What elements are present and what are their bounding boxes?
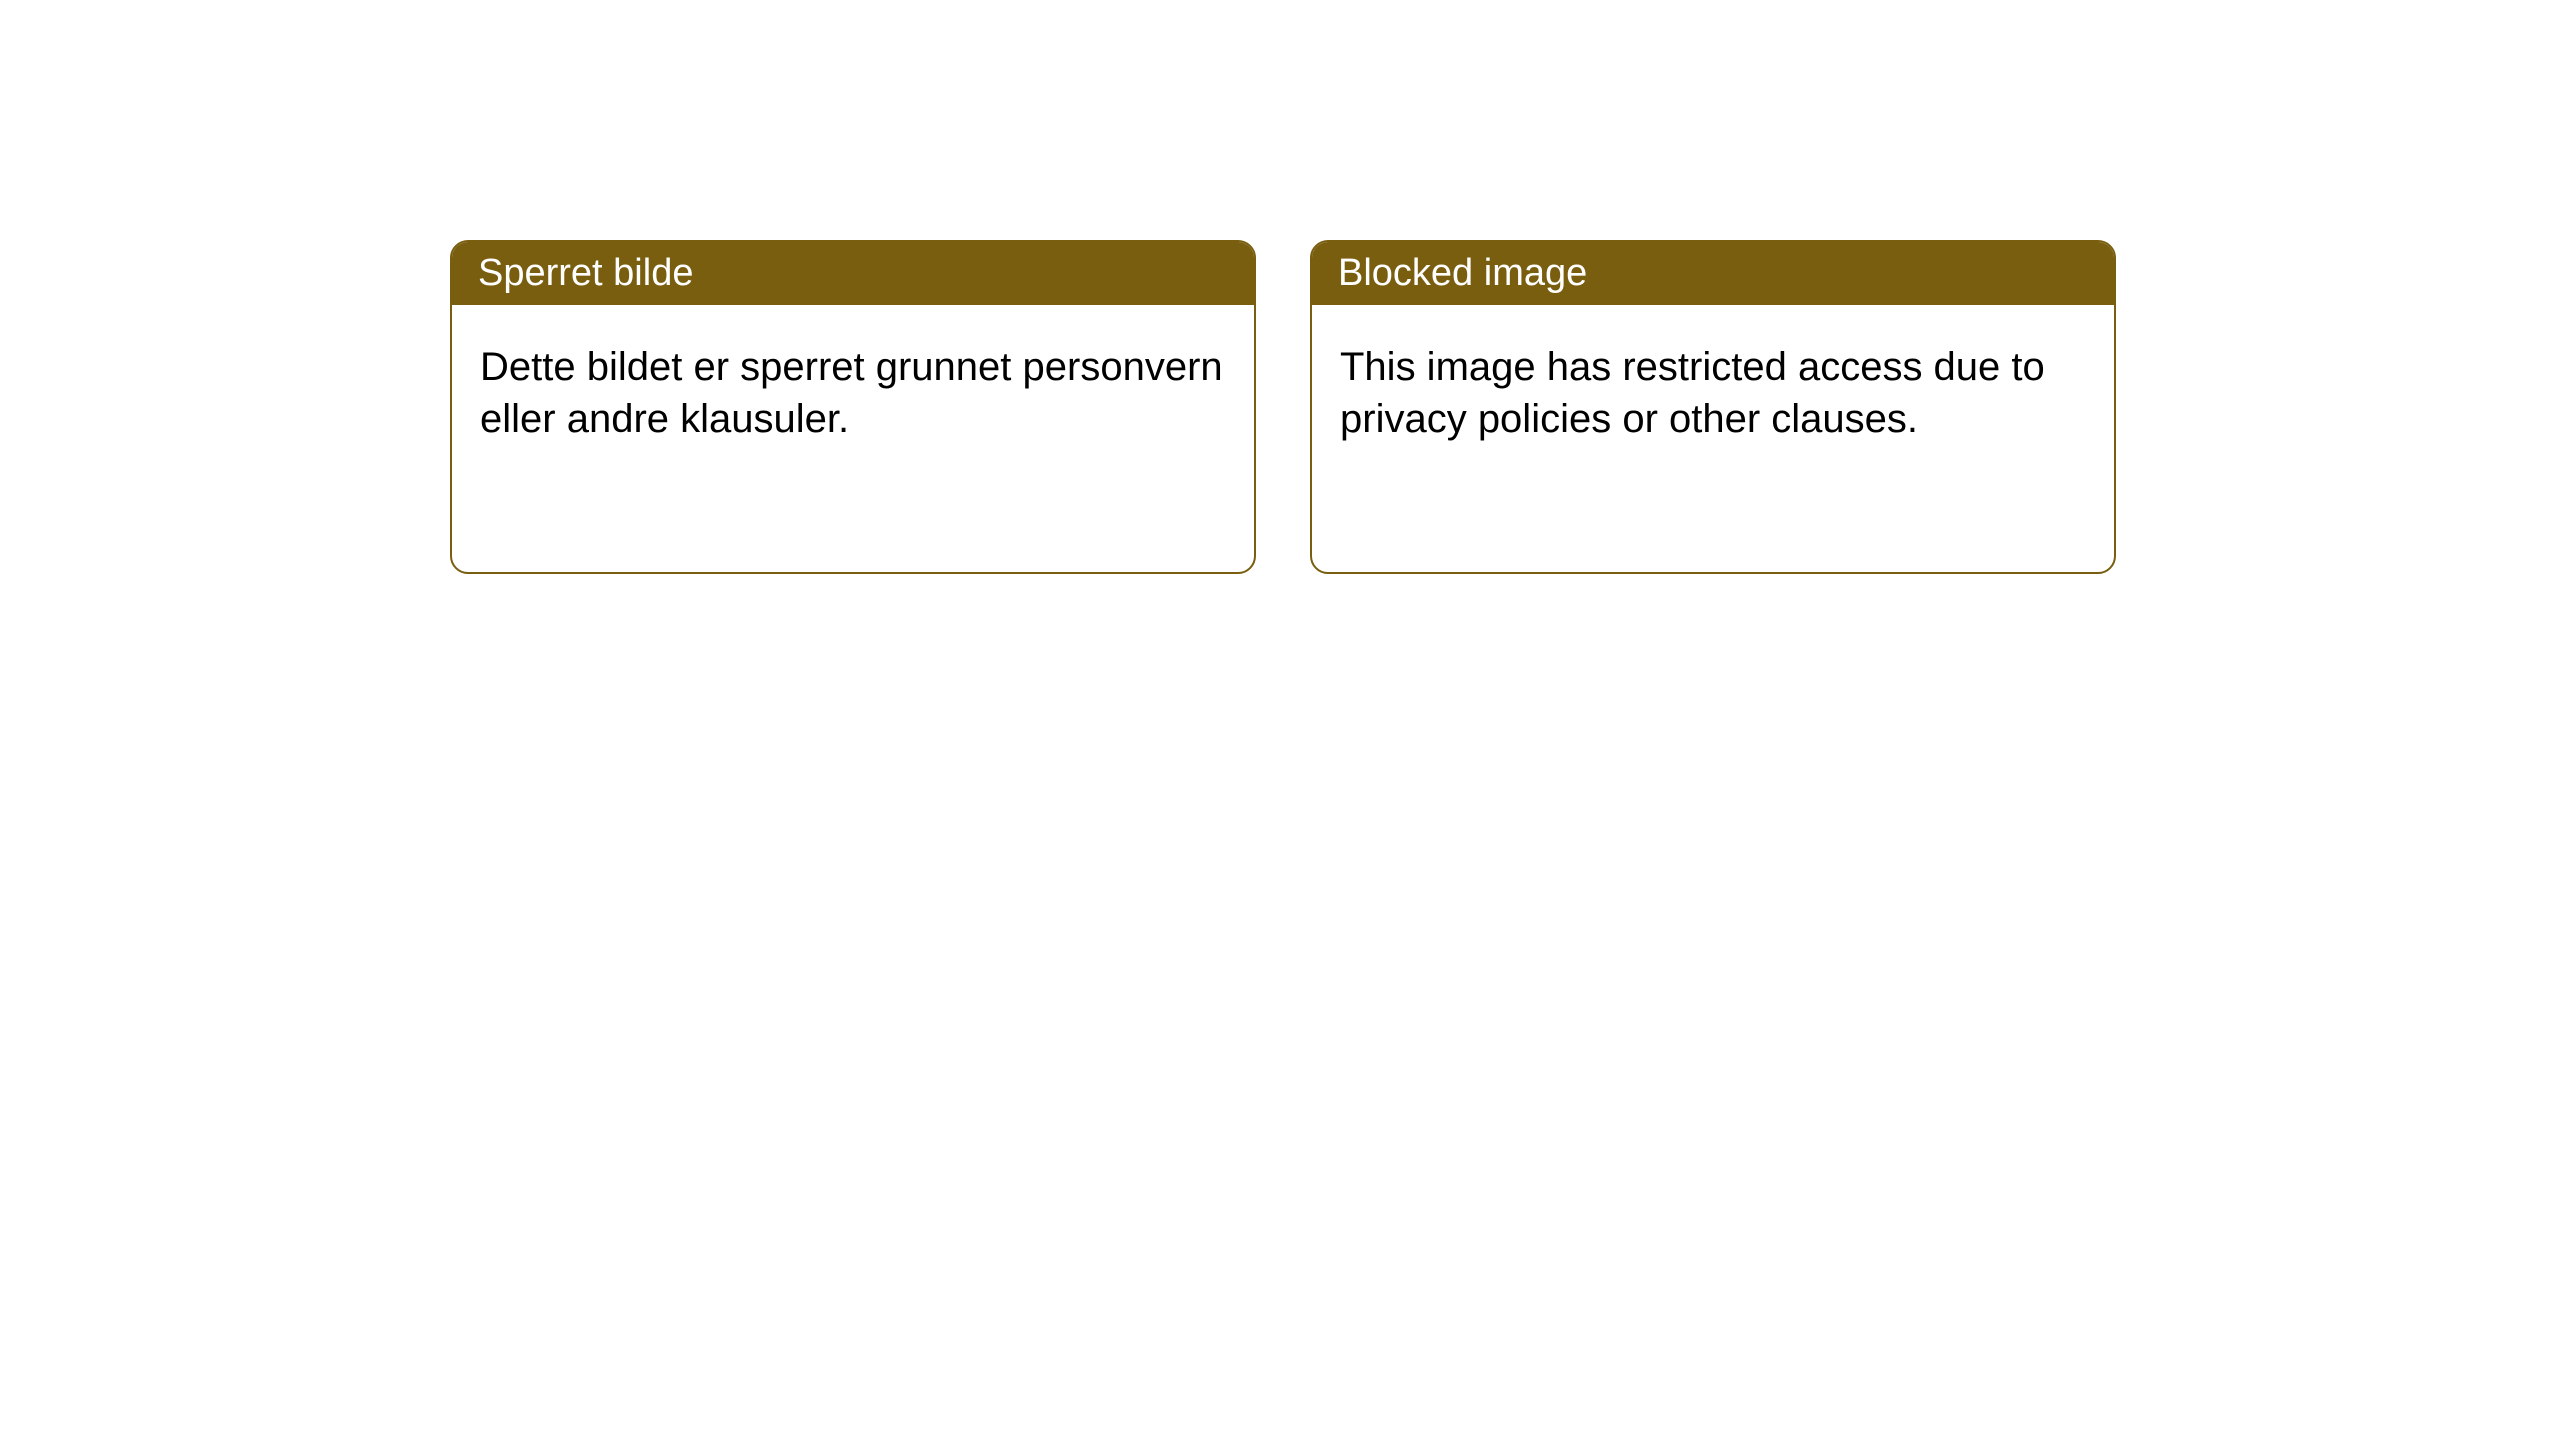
notice-body: Dette bildet er sperret grunnet personve…: [480, 345, 1223, 441]
notice-header: Sperret bilde: [452, 242, 1254, 305]
notice-header: Blocked image: [1312, 242, 2114, 305]
notice-body: This image has restricted access due to …: [1340, 345, 2045, 441]
notice-container: Sperret bilde Dette bildet er sperret gr…: [0, 0, 2560, 574]
notice-body-container: This image has restricted access due to …: [1312, 305, 2114, 481]
notice-title: Sperret bilde: [478, 252, 693, 294]
notice-title: Blocked image: [1338, 252, 1587, 294]
notice-card-norwegian: Sperret bilde Dette bildet er sperret gr…: [450, 240, 1256, 574]
notice-card-english: Blocked image This image has restricted …: [1310, 240, 2116, 574]
notice-body-container: Dette bildet er sperret grunnet personve…: [452, 305, 1254, 481]
